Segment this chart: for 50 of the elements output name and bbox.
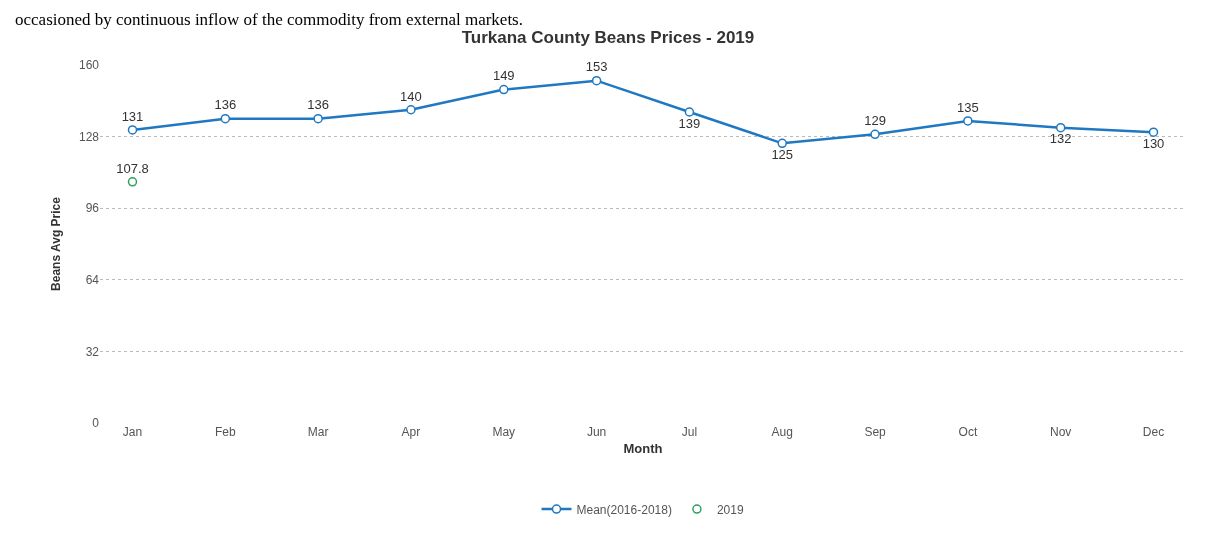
point [684, 107, 695, 117]
data-label: 149 [492, 68, 515, 84]
x-tick-label: Nov [1050, 425, 1072, 439]
point [777, 138, 787, 149]
y-tick-label: 128 [78, 129, 100, 144]
point [870, 129, 880, 140]
point [127, 177, 138, 187]
chart-title: Turkana County Beans Prices - 2019 [461, 28, 755, 48]
point [591, 75, 602, 86]
x-tick-label: Oct [958, 425, 978, 439]
point [127, 125, 138, 135]
x-tick-label: Apr [401, 425, 421, 439]
x-tick-label: May [492, 425, 516, 439]
x-tick-label: Feb [214, 425, 236, 439]
data-label: 136 [214, 97, 237, 113]
data-label: 136 [307, 97, 329, 113]
data-label: 107.8 [116, 160, 149, 176]
x-tick-label: Dec [1142, 425, 1165, 439]
y-tick-label: 64 [85, 273, 100, 287]
point [1148, 127, 1159, 137]
data-label: 125 [771, 147, 794, 163]
data-label: 129 [864, 113, 886, 129]
data-label: 131 [121, 108, 144, 124]
point [499, 84, 509, 95]
y-tick-label: 160 [78, 58, 100, 73]
data-label: 135 [957, 99, 979, 115]
point [313, 113, 323, 124]
point [1055, 122, 1066, 133]
y-tick-label: 32 [85, 344, 100, 359]
y-tick-label: 96 [85, 201, 100, 216]
text: occasioned by continuous inflow of the commodity from external markets. [15, 10, 523, 29]
x-tick-label: Jun [586, 425, 607, 439]
x-tick-label: Aug [771, 425, 793, 439]
data-label: 153 [585, 59, 608, 75]
y-axis-title: Beans Avg Price [49, 196, 64, 291]
x-tick-label: Sep [864, 425, 887, 439]
point [406, 105, 416, 115]
point [963, 116, 973, 126]
data-label: 132 [1049, 131, 1072, 147]
x-axis-title: Month [623, 440, 663, 456]
legend-label: 2019 [716, 502, 744, 517]
data-label: 139 [678, 115, 701, 131]
y-tick-label: 0 [92, 416, 100, 431]
x-tick-label: Mar [307, 425, 329, 439]
x-tick-label: Jan [122, 425, 143, 439]
point [220, 113, 231, 124]
legend-label: Mean(2016-2018) [576, 502, 672, 517]
x-tick-label: Jul [681, 425, 698, 439]
data-label: 140 [400, 88, 422, 104]
data-label: 130 [1142, 135, 1165, 151]
